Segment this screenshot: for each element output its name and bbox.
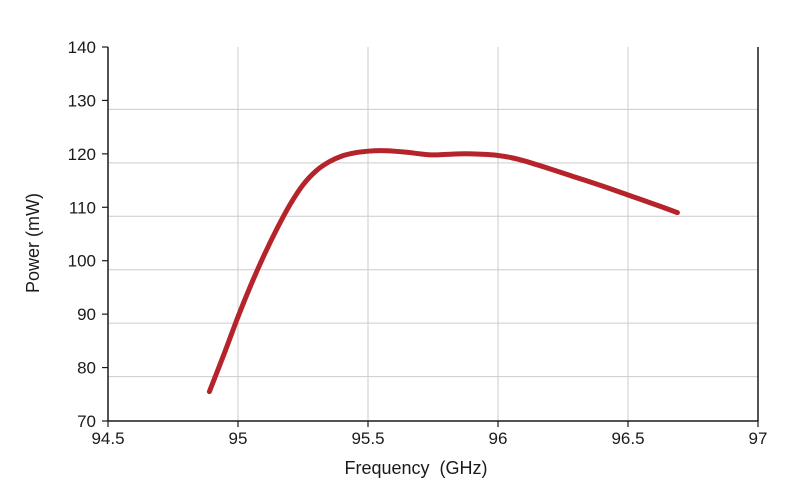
x-axis-title: Frequency (GHz) (344, 458, 487, 478)
x-tick-label: 94.5 (91, 429, 124, 448)
y-axis-title: Power (mW) (23, 193, 43, 293)
x-tick-label: 96 (489, 429, 508, 448)
series-line (206, 148, 680, 395)
x-tick-label: 95 (229, 429, 248, 448)
x-tick-label: 96.5 (611, 429, 644, 448)
x-tick-label: 97 (749, 429, 768, 448)
series-layer (206, 148, 680, 395)
y-tick-label: 90 (77, 305, 96, 324)
y-tick-label: 130 (68, 91, 96, 110)
y-tick-label: 110 (69, 198, 96, 217)
y-tick-label: 100 (68, 252, 96, 271)
axes (102, 46, 759, 427)
tick-labels: 70 80 90 100 110 120 130 140 94.5 95 95.5 96 96.5 97 (68, 38, 768, 448)
y-tick-label: 70 (77, 412, 96, 431)
y-tick-label: 120 (68, 145, 96, 164)
x-tick-label: 95.5 (351, 429, 384, 448)
grid (108, 47, 758, 421)
y-tick-label: 80 (77, 359, 96, 378)
y-tick-label: 140 (68, 38, 96, 57)
